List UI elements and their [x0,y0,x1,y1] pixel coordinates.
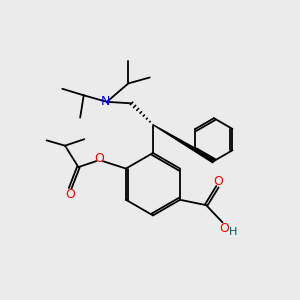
Text: N: N [101,95,110,108]
Text: O: O [214,175,224,188]
Text: H: H [229,227,237,237]
Text: O: O [219,222,229,235]
Text: O: O [66,188,76,201]
Polygon shape [153,125,215,163]
Text: O: O [94,152,104,165]
